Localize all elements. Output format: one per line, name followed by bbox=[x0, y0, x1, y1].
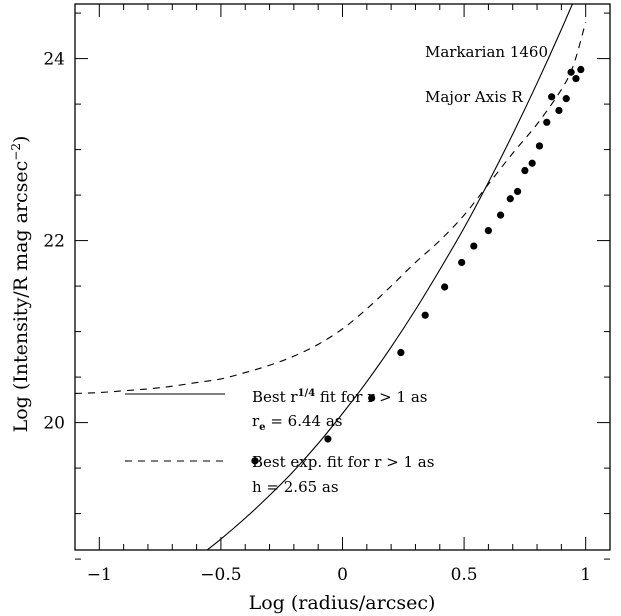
data-point bbox=[368, 394, 376, 402]
annotation-band: Major Axis R bbox=[425, 88, 523, 106]
y-tick-label: 24 bbox=[43, 50, 65, 70]
x-tick-labels: −1 −0.5 0 0.5 1 bbox=[87, 565, 591, 585]
data-point bbox=[567, 68, 575, 76]
legend-dashed-line1: Best exp. fit for r > 1 as bbox=[252, 453, 434, 471]
data-point bbox=[496, 211, 505, 219]
data-point bbox=[324, 435, 332, 443]
data-point bbox=[470, 242, 478, 250]
axis-ticks bbox=[74, 4, 611, 560]
data-point bbox=[397, 348, 405, 357]
y-tick-labels: 20 22 24 bbox=[43, 50, 65, 434]
exp-fit-curve bbox=[75, 22, 587, 395]
data-point bbox=[548, 93, 556, 101]
legend-solid-line2: re = 6.44 as bbox=[252, 412, 342, 433]
data-point bbox=[535, 142, 544, 150]
data-point bbox=[521, 166, 529, 175]
data-points bbox=[251, 65, 585, 465]
data-point bbox=[513, 187, 522, 196]
x-axis-label: Log (radius/arcsec) bbox=[249, 592, 436, 614]
x-tick-label: 0.5 bbox=[451, 565, 478, 585]
legend: Best r1/4 fit for r > 1 as re = 6.44 as … bbox=[125, 388, 434, 496]
data-point bbox=[441, 283, 449, 291]
x-tick-label: 1 bbox=[580, 565, 591, 585]
data-point bbox=[555, 106, 563, 115]
data-point bbox=[421, 311, 429, 319]
r14-fit-curve bbox=[206, 4, 574, 550]
data-point bbox=[506, 195, 514, 203]
x-tick-label: −0.5 bbox=[200, 565, 241, 585]
y-tick-label: 22 bbox=[43, 232, 65, 252]
data-point bbox=[528, 159, 536, 167]
data-point bbox=[577, 65, 585, 74]
legend-dashed-line2: h = 2.65 as bbox=[252, 478, 339, 496]
data-point bbox=[572, 75, 580, 83]
x-tick-label: 0 bbox=[337, 565, 348, 585]
y-axis-label: Log (Intensity/R mag arcsec−2) bbox=[9, 136, 32, 433]
data-point bbox=[458, 258, 466, 267]
data-point bbox=[562, 95, 570, 103]
y-tick-label: 20 bbox=[43, 414, 65, 434]
x-tick-label: −1 bbox=[87, 565, 112, 585]
data-point bbox=[484, 226, 493, 235]
legend-solid-line1: Best r1/4 fit for r > 1 as bbox=[252, 388, 427, 406]
data-point bbox=[543, 118, 551, 126]
fit-curves bbox=[75, 4, 587, 550]
data-point bbox=[251, 457, 259, 465]
annotation-object: Markarian 1460 bbox=[425, 43, 548, 61]
